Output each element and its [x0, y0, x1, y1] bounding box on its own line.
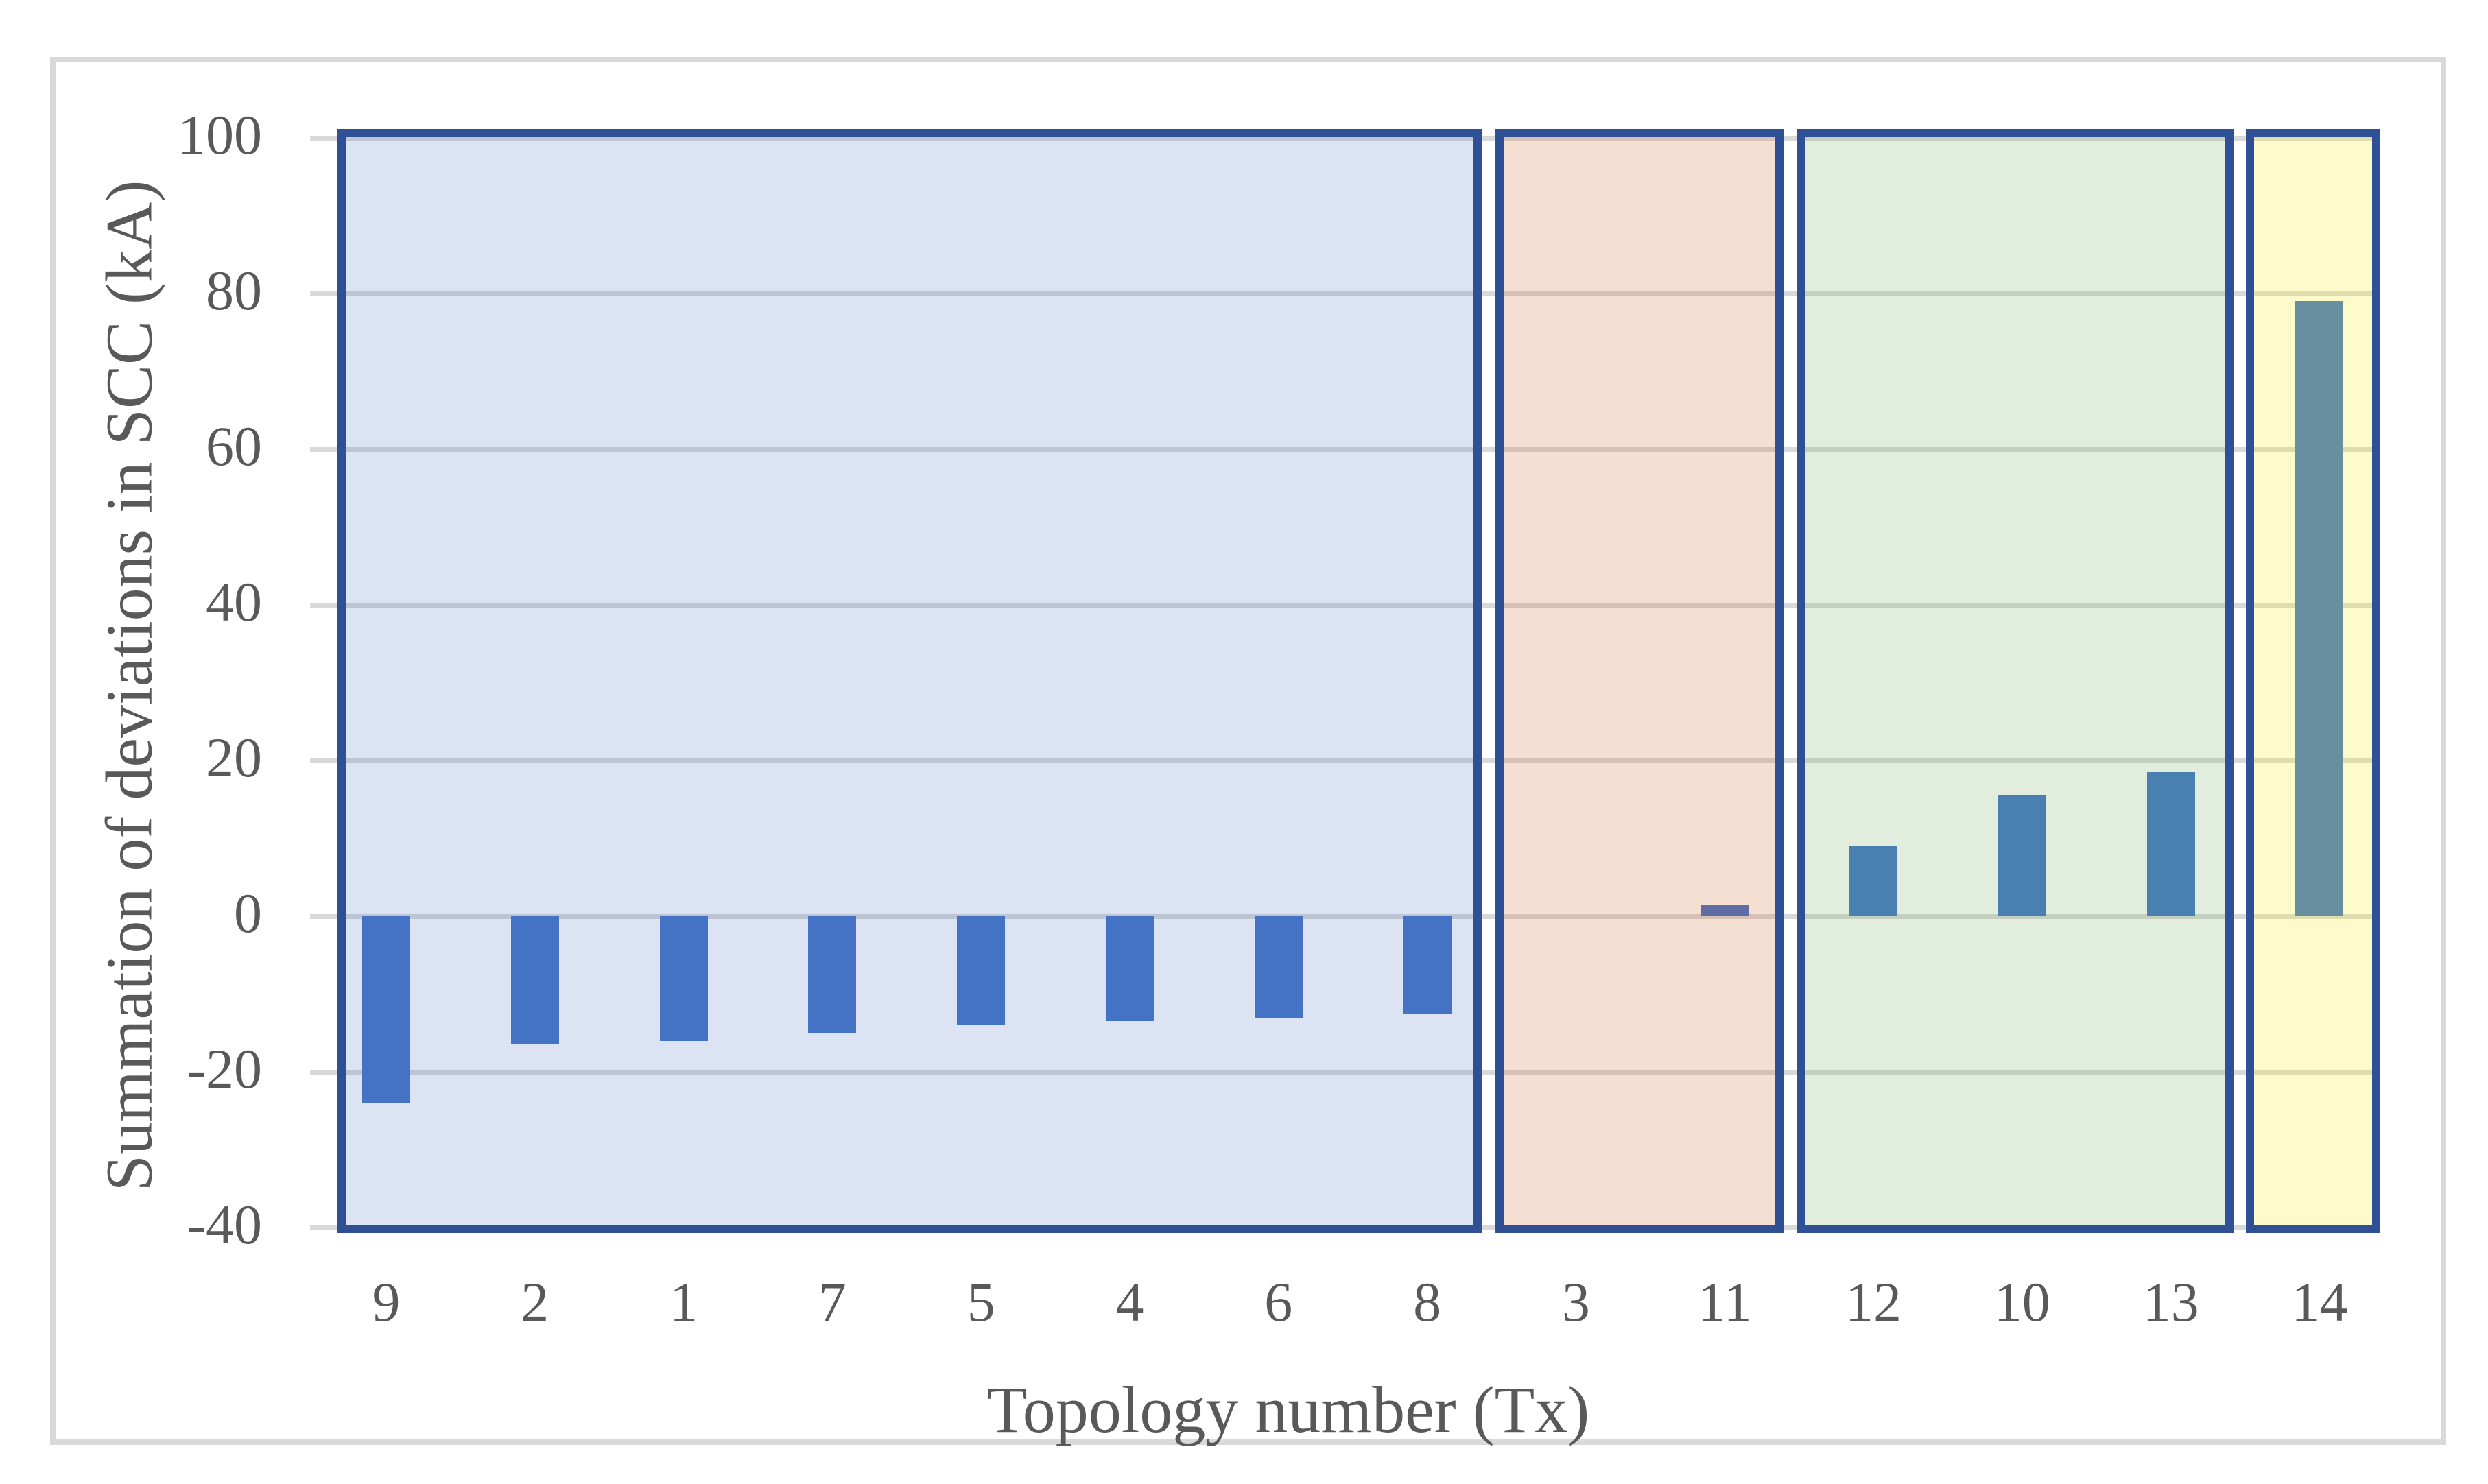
y-axis-tick — [310, 135, 337, 141]
gridline — [337, 446, 2380, 452]
bar-topology-4 — [1106, 916, 1154, 1022]
y-axis-title: Summation of deviations in SCC (kA) — [92, 180, 166, 1192]
gridline — [337, 913, 2380, 919]
x-tick-label: 5 — [967, 1271, 995, 1333]
bar-topology-11 — [1701, 904, 1749, 916]
region-box-group-2 — [1495, 129, 1784, 1233]
x-tick-label: 6 — [1264, 1271, 1293, 1333]
x-axis-title: Topology number (Tx) — [986, 1373, 1590, 1446]
gridline — [337, 1069, 2380, 1075]
y-axis-tick — [310, 1069, 337, 1075]
bar-topology-5 — [957, 916, 1006, 1025]
bar-topology-13 — [2146, 772, 2195, 916]
y-axis-tick — [310, 446, 337, 452]
y-tick-label: 60 — [206, 415, 262, 478]
y-axis-tick — [310, 291, 337, 296]
x-tick-label: 7 — [818, 1271, 846, 1333]
y-axis-tick — [310, 913, 337, 919]
x-tick-label: 13 — [2142, 1271, 2199, 1333]
region-box-group-1 — [337, 129, 1482, 1233]
x-tick-label: 8 — [1413, 1271, 1442, 1333]
y-axis-tick — [310, 758, 337, 763]
x-tick-label: 3 — [1561, 1271, 1590, 1333]
y-tick-label: 80 — [206, 259, 262, 322]
y-tick-label: 0 — [234, 882, 262, 945]
y-tick-label: -40 — [187, 1193, 262, 1256]
y-tick-label: -20 — [187, 1038, 262, 1101]
x-tick-label: 9 — [372, 1271, 401, 1333]
bar-topology-7 — [808, 916, 857, 1033]
bar-topology-1 — [659, 916, 708, 1041]
x-tick-label: 2 — [521, 1271, 549, 1333]
x-tick-label: 12 — [1845, 1271, 1901, 1333]
bar-topology-14 — [2295, 301, 2344, 916]
x-tick-label: 1 — [670, 1271, 698, 1333]
y-tick-label: 40 — [206, 571, 262, 634]
bar-topology-9 — [362, 916, 410, 1103]
y-tick-label: 100 — [178, 104, 262, 167]
gridline — [337, 291, 2380, 296]
bar-topology-6 — [1254, 916, 1303, 1018]
bar-topology-10 — [1998, 795, 2046, 916]
y-axis-tick — [310, 602, 337, 608]
gridline — [337, 135, 2380, 141]
region-box-group-3 — [1797, 129, 2234, 1233]
bar-topology-2 — [510, 916, 559, 1045]
x-tick-label: 11 — [1697, 1271, 1752, 1333]
bar-topology-12 — [1849, 846, 1897, 916]
x-tick-label: 10 — [1993, 1271, 2050, 1333]
figure-frame — [50, 57, 2446, 1445]
x-tick-label: 14 — [2291, 1271, 2348, 1333]
bar-topology-8 — [1403, 916, 1452, 1014]
gridline — [337, 758, 2380, 763]
gridline — [337, 602, 2380, 608]
x-tick-label: 4 — [1115, 1271, 1144, 1333]
y-axis-tick — [310, 1225, 337, 1230]
y-tick-label: 20 — [206, 726, 262, 789]
